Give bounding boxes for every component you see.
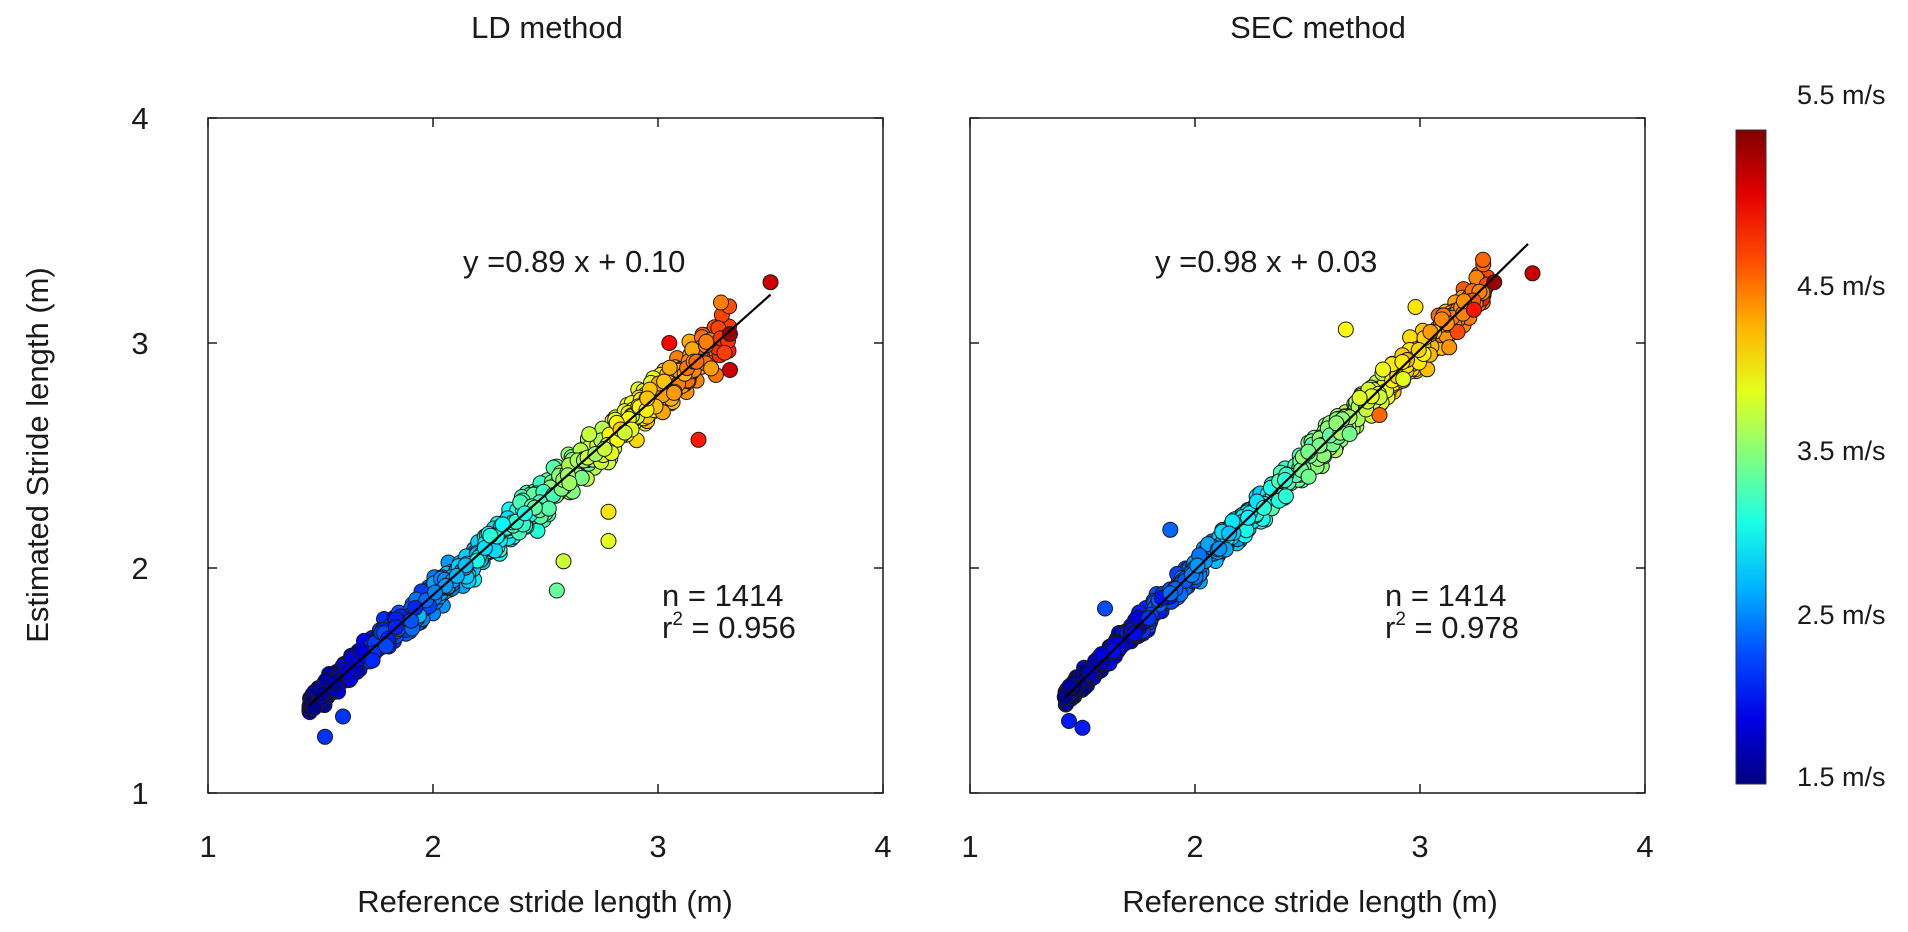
- scatter-point: [555, 553, 572, 570]
- panel-ld-n-count: n = 1414: [662, 578, 784, 613]
- scatter-point: [1486, 274, 1503, 291]
- scatter-point: [1449, 324, 1466, 340]
- panel-sec-title: SEC method: [1230, 10, 1406, 45]
- scatter-point: [1422, 324, 1439, 340]
- panel-sec-ticks: [969, 117, 1646, 794]
- scatter-point: [1475, 251, 1491, 268]
- panel-ld-x-tick-label: 3: [649, 829, 666, 864]
- scatter-point: [1465, 301, 1482, 318]
- scatter-point: [1441, 339, 1458, 356]
- scatter-point: [1093, 646, 1110, 663]
- colorbar: 5.5 m/s 4.5 m/s 3.5 m/s 2.5 m/s 1.5 m/s: [1735, 80, 1886, 792]
- scatter-point: [1407, 299, 1424, 315]
- panel-ld-axes-box: [207, 117, 884, 794]
- colorbar-label: 5.5 m/s: [1797, 80, 1886, 110]
- panel-sec-fit-equation: y =0.98 x + 0.03: [1155, 244, 1377, 279]
- scatter-point: [1337, 321, 1354, 338]
- scatter-point: [448, 567, 465, 584]
- scatter-point: [1395, 371, 1412, 387]
- scatter-point: [1300, 443, 1317, 460]
- y-axis-label: Estimated Stride length (m): [20, 267, 55, 643]
- scatter-point: [616, 424, 633, 441]
- scatter-point: [1097, 600, 1113, 617]
- panel-sec-r-squared: r2 = 0.978: [1385, 609, 1519, 645]
- scatter-point: [666, 384, 682, 401]
- panel-sec-x-tick-label: 1: [961, 829, 978, 864]
- panel-ld-fit-line: [308, 293, 772, 706]
- panel-sec-fit-line: [1063, 243, 1529, 699]
- panel-sec-axes-box: [969, 117, 1646, 794]
- panel-ld-y-tick-label: 4: [131, 101, 148, 136]
- panel-ld: LD method 1 2 3 4 1 2 3 4 Reference stri…: [131, 10, 891, 919]
- scatter-point: [1277, 472, 1293, 488]
- scatter-point: [1371, 407, 1388, 423]
- scatter-point: [762, 274, 779, 291]
- panel-ld-y-tick-label: 1: [131, 776, 148, 811]
- panel-sec-x-tick-label: 3: [1411, 829, 1428, 864]
- scatter-point: [1328, 415, 1345, 432]
- panel-sec-x-tick-label: 4: [1636, 829, 1653, 864]
- scatter-point: [335, 708, 351, 725]
- scatter-point: [1394, 354, 1411, 370]
- scatter-point: [482, 527, 499, 544]
- scatter-point: [1061, 713, 1077, 729]
- colorbar-label: 3.5 m/s: [1797, 436, 1886, 466]
- scatter-point: [600, 533, 617, 549]
- scatter-point: [716, 344, 733, 361]
- scatter-point: [656, 373, 673, 390]
- scatter-point: [713, 294, 729, 311]
- panel-ld-y-tick-label: 2: [131, 551, 148, 586]
- scatter-point: [561, 475, 578, 491]
- scatter-point: [353, 642, 370, 659]
- panel-sec-x-tick-label: 2: [1186, 829, 1203, 864]
- scatter-point: [1221, 525, 1237, 542]
- panel-ld-x-tick-label: 4: [874, 829, 891, 864]
- scatter-point: [1277, 488, 1294, 505]
- colorbar-gradient: [1735, 129, 1767, 785]
- scatter-point: [703, 360, 720, 377]
- scatter-point: [600, 503, 617, 520]
- scatter-point: [364, 652, 381, 669]
- panel-sec: SEC method 1 2 3 4 Reference stride leng…: [961, 10, 1653, 919]
- panel-sec-x-axis-label: Reference stride length (m): [1122, 884, 1498, 919]
- panel-ld-ticks: [207, 117, 884, 794]
- panel-ld-points: [301, 274, 779, 745]
- scatter-point: [378, 638, 395, 654]
- panel-sec-points: [1056, 251, 1541, 736]
- panel-ld-x-tick-label: 1: [199, 829, 216, 864]
- scatter-point: [1189, 557, 1206, 574]
- panel-ld-r-squared: r2 = 0.956: [662, 609, 796, 645]
- scatter-point: [317, 728, 333, 745]
- panel-ld-title: LD method: [471, 10, 623, 45]
- scatter-point: [1140, 610, 1157, 626]
- scatter-point: [1211, 540, 1228, 557]
- scatter-point: [1300, 468, 1317, 485]
- scatter-point: [1341, 426, 1358, 442]
- scatter-point: [1074, 719, 1091, 736]
- scatter-point: [581, 426, 598, 443]
- panel-ld-x-axis-label: Reference stride length (m): [357, 884, 733, 919]
- panel-sec-n-count: n = 1414: [1385, 578, 1507, 613]
- scatter-point: [1126, 625, 1143, 642]
- colorbar-label: 2.5 m/s: [1797, 600, 1886, 630]
- scatter-point: [1255, 499, 1272, 516]
- scatter-point: [722, 362, 738, 378]
- scatter-point: [722, 326, 738, 342]
- scatter-point: [1351, 389, 1368, 406]
- scatter-point: [1524, 265, 1541, 282]
- scatter-point: [1375, 361, 1391, 378]
- scatter-point: [306, 699, 323, 716]
- scatter-point: [690, 431, 707, 448]
- scatter-point: [548, 582, 565, 599]
- panel-ld-fit-equation: y =0.89 x + 0.10: [463, 244, 685, 279]
- scatter-point: [540, 500, 557, 517]
- colorbar-label: 1.5 m/s: [1797, 762, 1886, 792]
- colorbar-label: 4.5 m/s: [1797, 271, 1886, 301]
- scatter-point: [1162, 521, 1179, 538]
- panel-ld-x-tick-label: 2: [424, 829, 441, 864]
- scatter-point: [661, 359, 678, 376]
- scatter-point: [661, 335, 678, 351]
- panel-ld-y-tick-label: 3: [131, 326, 148, 361]
